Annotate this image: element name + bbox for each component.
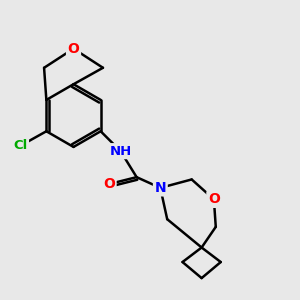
- Text: Cl: Cl: [13, 139, 28, 152]
- Text: N: N: [154, 181, 166, 195]
- Text: NH: NH: [110, 145, 132, 158]
- Text: O: O: [68, 42, 80, 56]
- Text: O: O: [103, 177, 115, 191]
- Text: O: O: [208, 192, 220, 206]
